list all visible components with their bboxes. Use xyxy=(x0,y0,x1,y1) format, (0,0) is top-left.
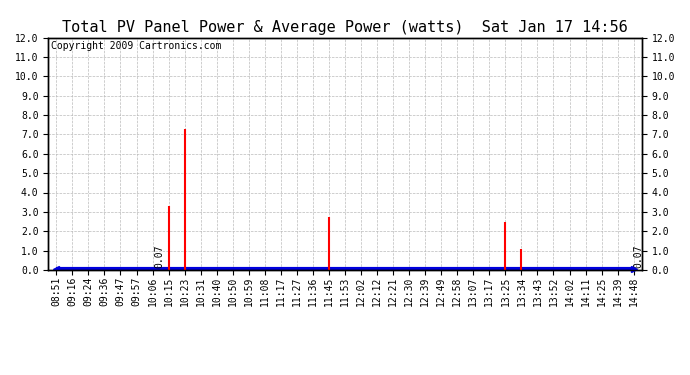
Text: Copyright 2009 Cartronics.com: Copyright 2009 Cartronics.com xyxy=(51,41,221,51)
Text: 0.07: 0.07 xyxy=(633,244,644,268)
Title: Total PV Panel Power & Average Power (watts)  Sat Jan 17 14:56: Total PV Panel Power & Average Power (wa… xyxy=(62,20,628,35)
Text: 0.07: 0.07 xyxy=(154,244,164,268)
